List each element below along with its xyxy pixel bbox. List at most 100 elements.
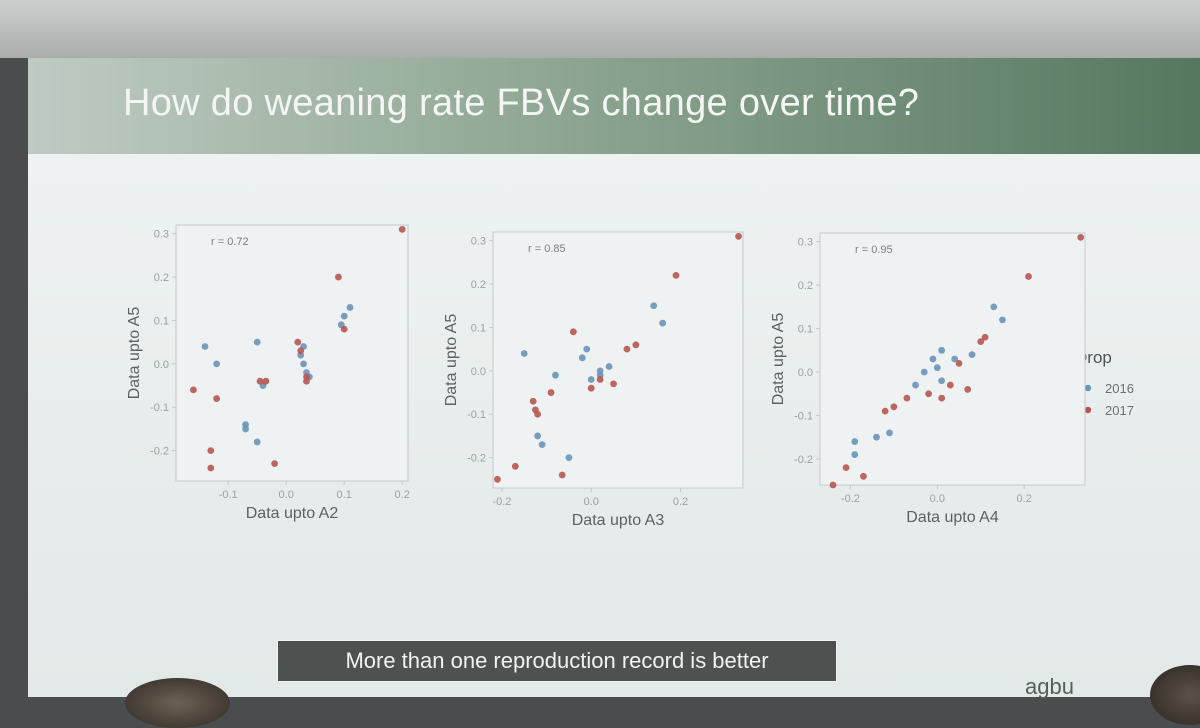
y-tick-label: 0.3 [471,236,486,248]
slide-caption: More than one reproduction record is bet… [345,648,769,673]
correlation-label: r = 0.95 [855,244,893,256]
point-2016 [938,346,946,354]
point-2017 [938,394,946,402]
point-2017 [271,460,278,468]
charts-canvas: Drop 2016 2017 -0.2-0.10.00.10.20.3-0.1 0… [126,224,1134,529]
point-2017 [534,410,542,418]
point-2016 [938,377,946,385]
y-tick-label: -0.1 [794,410,813,422]
y-tick-label: 0.1 [154,315,169,327]
y-tick-label: 0.1 [471,322,486,334]
point-2017 [297,347,305,355]
point-2017 [529,397,537,405]
point-2017 [398,225,406,233]
point-2017 [903,394,911,402]
point-2017 [946,381,954,389]
point-2017 [881,407,889,415]
point-2017 [256,377,264,385]
x-tick-label: 0.2 [395,489,410,501]
point-2017 [1025,273,1032,280]
y-tick-label: 0.0 [154,359,169,371]
point-2017 [955,359,963,367]
point-2016 [213,360,221,368]
point-2017 [213,395,221,402]
point-2016 [920,368,928,376]
y-tick-label: 0.2 [798,280,813,292]
point-2017 [335,273,342,281]
x-axis-label: Data upto A4 [906,509,999,526]
point-2017 [623,345,631,353]
point-2017 [340,325,348,333]
x-tick-label: 0.2 [673,496,688,508]
point-2017 [860,472,867,480]
x-axis-label: Data upto A2 [246,505,339,522]
point-2016 [201,343,209,350]
point-2017 [842,464,850,472]
y-tick-label: 0.0 [471,366,486,378]
point-2017 [1077,233,1085,241]
y-tick-label: 0.2 [471,279,486,291]
y-axis-label: Data upto A5 [443,314,460,407]
point-2016 [538,441,546,449]
scatter-panel-2: -0.2 -0.1 0.0 0.1 0.2 0.3 -0.2 0.0 0.2 Data upto … [443,231,744,529]
point-2016 [873,433,880,441]
plot-frame [175,224,409,482]
point-2017 [890,403,898,411]
audience-head [125,678,230,728]
point-2016 [929,355,937,363]
point-2016 [886,429,893,437]
point-2016 [583,345,591,353]
x-tick-label: -0.2 [492,496,511,508]
x-axis-label: Data upto A3 [572,512,665,529]
point-2016 [552,371,559,379]
point-2016 [659,319,667,327]
point-2016 [999,316,1006,324]
point-2016 [990,303,998,311]
caption-box: More than one reproduction record is bet… [277,640,837,682]
point-2017 [632,341,640,349]
point-2016 [578,354,586,362]
legend-label-2016: 2016 [1105,381,1134,396]
point-2017 [829,481,837,489]
point-2016 [253,438,261,446]
y-tick-label: 0.2 [154,272,169,284]
x-tick-label: 0.0 [584,496,599,508]
point-2017 [494,475,501,483]
point-2017 [190,386,197,394]
point-2016 [933,364,941,372]
point-2016 [851,451,859,458]
agbu-logo: agbu [1025,674,1074,699]
y-tick-label: -0.2 [794,454,813,466]
point-2016 [951,355,959,363]
point-2016 [912,381,919,389]
point-2017 [547,389,555,396]
y-tick-label: 0.3 [798,237,813,249]
point-2016 [534,432,542,440]
point-2017 [610,380,617,388]
point-2016 [300,360,307,368]
y-tick-label: 0.1 [798,324,813,336]
legend-dot-2017 [1084,406,1092,414]
point-2016 [253,338,261,346]
title-bar: How do weaning rate FBVs change over tim… [28,58,1200,154]
point-2017 [596,376,604,383]
y-axis-label: Data upto A5 [126,307,143,400]
point-2016 [587,376,595,383]
x-tick-label: 0.2 [1017,493,1032,505]
y-tick-label: -0.2 [467,453,486,465]
point-2016 [650,302,658,310]
point-2017 [262,377,270,385]
point-2017 [977,338,985,346]
point-2017 [925,390,933,398]
point-2017 [207,447,215,455]
point-2016 [565,454,573,462]
y-tick-label: 0.3 [154,229,169,241]
y-tick-label: -0.1 [150,402,169,414]
x-tick-label: 0.0 [930,493,945,505]
wall-background [0,0,1200,58]
point-2017 [735,232,742,240]
y-tick-label: 0.0 [798,367,813,379]
x-tick-label: -0.2 [841,493,860,505]
point-2017 [294,338,302,346]
point-2017 [558,471,566,479]
